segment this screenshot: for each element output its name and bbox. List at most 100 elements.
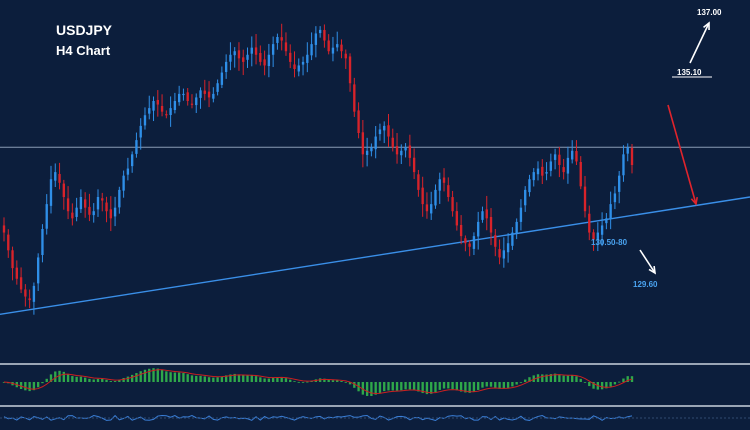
histogram-bar	[370, 382, 373, 396]
histogram-bar	[233, 373, 236, 382]
histogram-bar	[327, 379, 330, 382]
candle-body	[118, 189, 121, 208]
candle-body	[182, 93, 185, 96]
candle-body	[41, 229, 44, 256]
candle-body	[156, 99, 159, 105]
histogram-bar	[494, 382, 497, 388]
histogram-bar	[472, 382, 476, 392]
histogram-bar	[579, 378, 582, 382]
candle-body	[353, 84, 356, 112]
histogram-bar	[83, 377, 87, 382]
histogram-bar	[79, 376, 83, 382]
candle-body	[173, 101, 177, 111]
candle-body	[130, 154, 134, 167]
histogram-bar	[289, 379, 292, 382]
histogram-bar	[165, 371, 168, 382]
candle-body	[199, 90, 202, 98]
histogram-bar	[532, 375, 535, 382]
candle-body	[310, 44, 313, 56]
histogram-bar	[293, 381, 296, 383]
candle-body	[404, 147, 407, 151]
candle-body	[494, 235, 497, 247]
candle-body	[485, 209, 488, 219]
down-arrow-white-head	[648, 265, 657, 275]
candle-body	[122, 175, 125, 191]
chart-subtitle: H4 Chart	[56, 43, 111, 58]
candle-body	[438, 179, 441, 191]
candle-body	[455, 211, 459, 226]
candle-body	[263, 59, 266, 66]
candle-body	[250, 47, 253, 54]
candle-body	[391, 137, 394, 148]
candle-body	[101, 198, 104, 201]
histogram-bar	[451, 382, 454, 390]
histogram-bar	[246, 375, 249, 382]
histogram-bar	[143, 369, 147, 382]
histogram-bar	[45, 378, 48, 382]
candle-body	[459, 224, 463, 237]
histogram-bar	[118, 379, 121, 382]
histogram-bar	[301, 382, 305, 383]
candle-body	[314, 33, 318, 45]
candle-body	[203, 90, 206, 94]
histogram-bar	[267, 378, 271, 382]
histogram-bar	[613, 382, 617, 385]
histogram-bar	[528, 377, 531, 382]
histogram-bar	[306, 381, 309, 383]
candle-body	[511, 232, 514, 246]
histogram-bar	[58, 370, 61, 382]
histogram-bar	[177, 372, 181, 382]
candle-body	[618, 175, 621, 192]
histogram-bar	[498, 382, 501, 389]
histogram-bar	[224, 375, 228, 382]
histogram-bar	[242, 375, 245, 382]
candle-body	[323, 29, 326, 41]
candle-body	[54, 172, 57, 181]
histogram-bar	[237, 374, 241, 382]
candle-body	[92, 211, 95, 216]
histogram-bar	[447, 382, 450, 389]
candle-body	[254, 47, 258, 55]
candle-body	[126, 168, 130, 175]
candle-body	[395, 146, 399, 155]
histogram-bar	[434, 382, 437, 393]
oscillator-line	[3, 414, 633, 422]
histogram-bar	[442, 382, 446, 389]
candle-body	[66, 198, 70, 212]
histogram-bar	[28, 382, 31, 392]
histogram-signal-line	[3, 369, 633, 395]
candle-body	[579, 161, 582, 187]
candle-body	[28, 298, 31, 301]
candle-body	[451, 197, 454, 212]
histogram-bar	[515, 382, 518, 385]
histogram-bar	[280, 377, 283, 382]
histogram-bar	[365, 382, 369, 396]
histogram-bar	[455, 382, 459, 391]
histogram-bar	[404, 382, 407, 390]
histogram-bar	[92, 379, 95, 382]
histogram-bar	[182, 373, 185, 382]
histogram-bar	[425, 382, 429, 395]
candle-body	[271, 44, 275, 55]
candle-body	[588, 213, 591, 233]
candle-body	[37, 257, 40, 284]
candle-body	[609, 204, 612, 219]
histogram-bar	[575, 376, 578, 382]
histogram-bar	[297, 381, 300, 383]
candle-body	[562, 167, 565, 173]
candle-body	[340, 44, 343, 52]
candle-body	[481, 211, 484, 220]
candle-body	[434, 189, 437, 206]
histogram-bar	[250, 375, 253, 382]
candle-body	[336, 44, 339, 48]
candle-body	[284, 42, 288, 52]
histogram-bar	[229, 374, 232, 382]
candle-body	[370, 147, 373, 152]
candle-body	[186, 92, 189, 101]
candle-body	[464, 238, 467, 244]
level-label: 130.50-80	[591, 238, 628, 247]
histogram-bar	[477, 382, 480, 390]
histogram-bar	[361, 382, 365, 395]
candle-body	[400, 150, 403, 156]
